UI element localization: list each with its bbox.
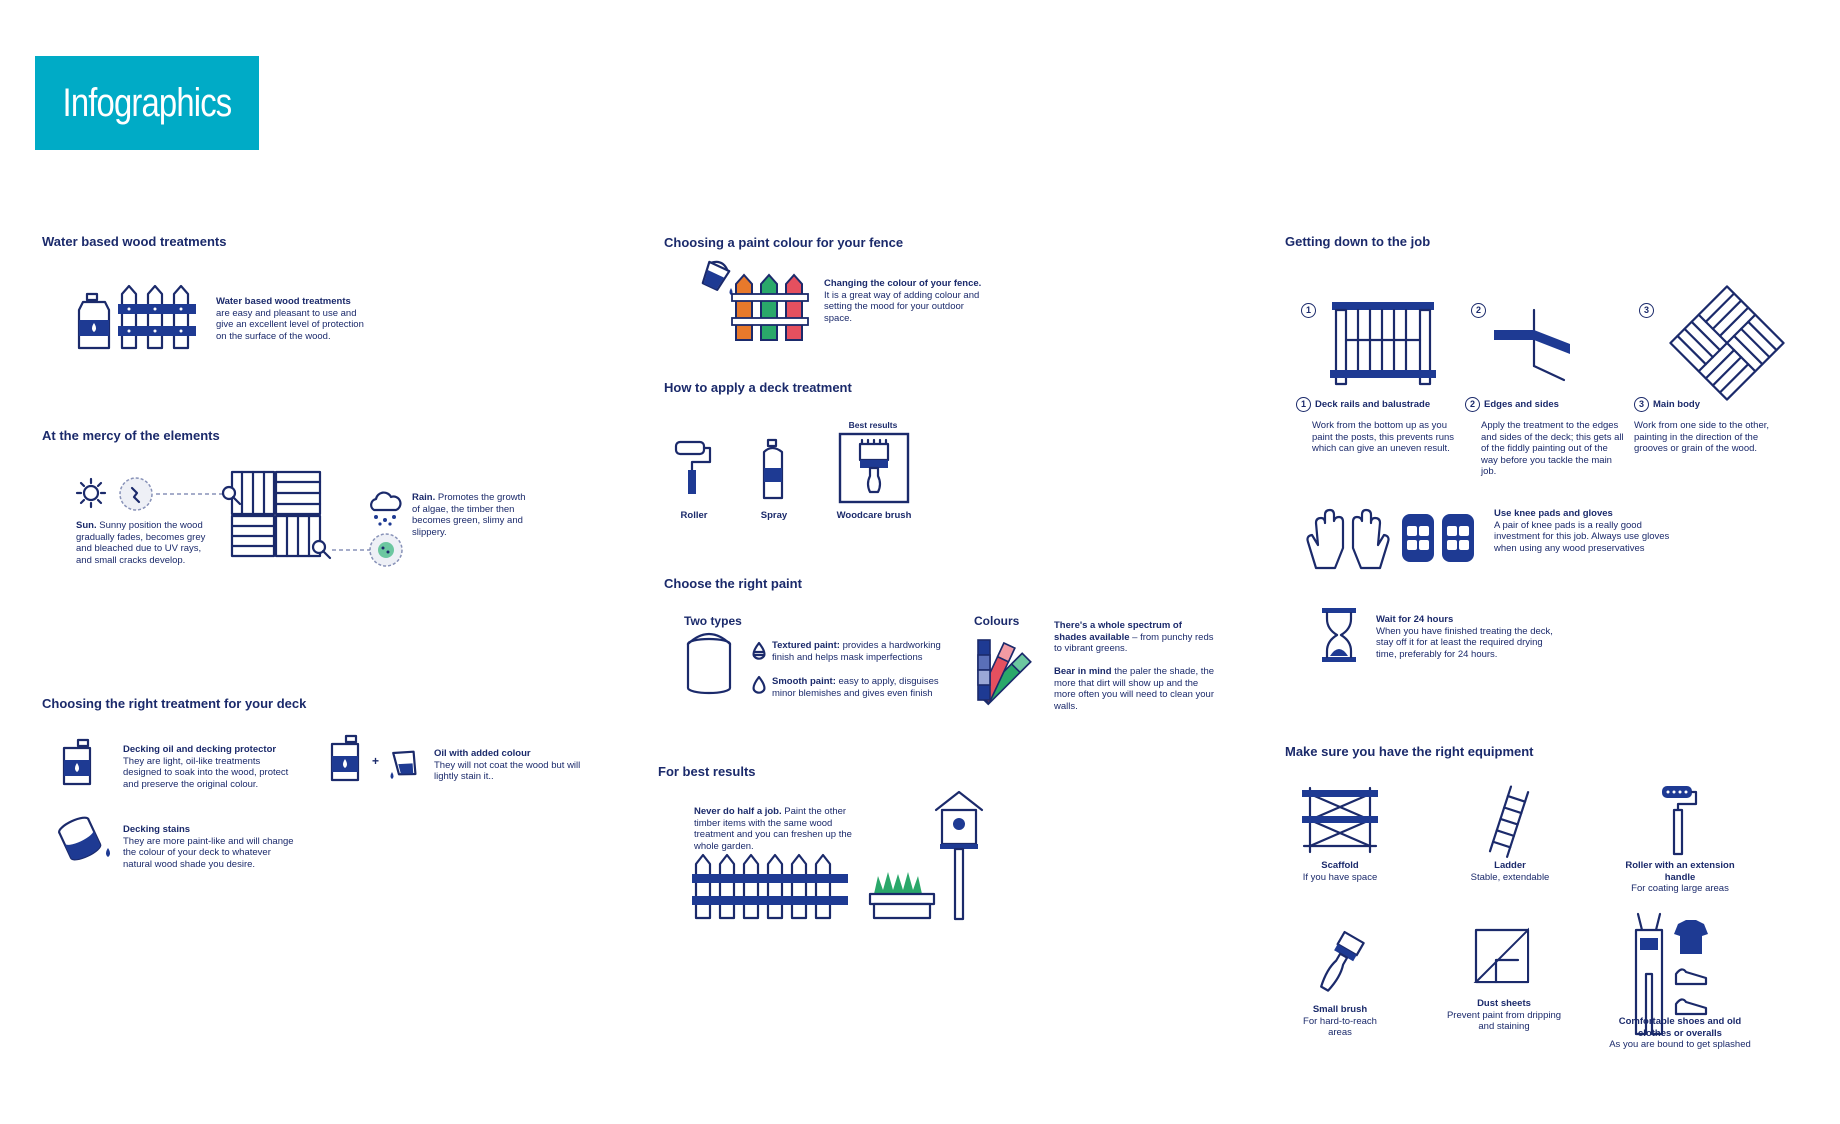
section-title-job: Getting down to the job <box>1285 234 1431 249</box>
best-desc: Never do half a job. Paint the other tim… <box>694 806 852 852</box>
section-title-best: For best results <box>658 764 756 779</box>
smooth-desc: Smooth paint: easy to apply, disguises m… <box>772 676 939 699</box>
step-2-desc: 2 Edges and sides Apply the treatment to … <box>1465 397 1625 478</box>
fence-icon <box>118 284 196 350</box>
paint-pot-pour-icon <box>701 260 733 295</box>
wait-desc: Wait for 24 hours When you have finished … <box>1376 614 1553 660</box>
dust-sheets-label: Dust sheets Prevent paint from dripping a… <box>1446 998 1562 1032</box>
section-title-treatment: Choosing the right treatment for your de… <box>42 696 307 711</box>
sun-icon <box>75 477 107 509</box>
long-fence-icon <box>692 853 848 920</box>
section-title-equipment: Make sure you have the right equipment <box>1285 744 1534 759</box>
woodcare-brush-icon <box>838 432 910 504</box>
spray-label: Spray <box>760 510 788 521</box>
balustrade-icon <box>1330 302 1436 386</box>
water-desc: Water based wood treatments are easy and… <box>216 296 364 342</box>
clothes-label: Comfortable shoes and old clothes or ove… <box>1609 1016 1751 1050</box>
birdhouse-icon <box>934 790 984 921</box>
colour-oil-desc: Oil with added colour They will not coat … <box>434 748 581 782</box>
smooth-drop-icon <box>752 675 766 694</box>
brush-label: Woodcare brush <box>836 510 912 521</box>
planter-grass-icon <box>868 872 936 920</box>
roller-icon <box>674 440 712 494</box>
colour-swatch-fan-icon <box>977 639 1032 706</box>
colourful-fence-icon <box>731 273 809 341</box>
stain-tin-icon <box>58 816 110 861</box>
magnifier-icon <box>221 485 242 506</box>
dashed-connector <box>332 549 372 551</box>
best-results-label: Best results <box>848 420 898 430</box>
sun-desc: Sun. Sunny position the wood gradually f… <box>76 520 206 566</box>
step-3-desc: 3 Main body Work from one side to the oth… <box>1634 397 1770 454</box>
ladder-icon <box>1488 785 1530 858</box>
rain-cloud-icon <box>370 491 402 526</box>
small-brush-icon <box>1320 930 1365 992</box>
textured-desc: Textured paint: provides a hardworking f… <box>772 640 941 663</box>
plus-sign: + <box>372 754 380 768</box>
roller-extension-label: Roller with an extension handle For coati… <box>1625 860 1735 894</box>
roller-label: Roller <box>680 510 708 521</box>
section-title-water: Water based wood treatments <box>42 234 227 249</box>
oil-desc: Decking oil and decking protector They ar… <box>123 744 289 790</box>
paint-pour-icon <box>390 750 417 779</box>
dust-sheet-icon <box>1473 927 1530 984</box>
jug-icon <box>77 292 111 350</box>
spectrum-desc: There's a whole spectrum of shades avail… <box>1054 620 1214 654</box>
knee-pads-icon <box>1402 514 1474 562</box>
step-1-badge: 1 <box>1301 300 1320 318</box>
extension-roller-icon <box>1662 786 1698 856</box>
fence-colour-desc: Changing the colour of your fence. It is… <box>824 278 982 324</box>
bear-in-mind-desc: Bear in mind the paler the shade, the mo… <box>1054 666 1215 712</box>
banner: Infographics <box>35 56 259 150</box>
gloves-icon <box>1306 508 1390 570</box>
knee-pads-desc: Use knee pads and gloves A pair of knee p… <box>1494 508 1670 554</box>
algae-magnified-icon <box>369 533 403 567</box>
section-title-elements: At the mercy of the elements <box>42 428 220 443</box>
banner-title: Infographics <box>62 80 233 125</box>
spray-can-icon <box>762 438 784 500</box>
rain-desc: Rain. Promotes the growth of algae, the … <box>412 492 526 538</box>
small-brush-label: Small brush For hard-to-reach areas <box>1303 1004 1377 1038</box>
two-types-label: Two types <box>684 614 742 628</box>
scaffold-icon <box>1302 786 1378 854</box>
paint-tin-icon <box>686 632 732 695</box>
section-title-apply: How to apply a deck treatment <box>664 380 852 395</box>
scaffold-label: Scaffold If you have space <box>1302 860 1378 883</box>
deck-main-body-icon <box>1669 285 1785 401</box>
deck-planks-icon <box>230 470 322 558</box>
magnifier-icon <box>311 539 332 560</box>
step-2-badge: 2 <box>1471 300 1490 318</box>
step-1-desc: 1 Deck rails and balustrade Work from the… <box>1296 397 1456 455</box>
oil-can-icon <box>62 738 92 786</box>
stain-desc: Decking stains They are more paint-like a… <box>123 824 294 870</box>
oil-can-icon <box>330 734 360 782</box>
overalls-clothes-icon <box>1634 912 1708 1036</box>
ladder-label: Ladder Stable, extendable <box>1470 860 1550 883</box>
section-title-fence-colour: Choosing a paint colour for your fence <box>664 235 904 250</box>
section-title-paint: Choose the right paint <box>664 576 802 591</box>
colours-label: Colours <box>974 614 1020 628</box>
deck-edges-icon <box>1494 308 1570 382</box>
step-3-badge: 3 <box>1639 300 1658 318</box>
crack-magnified-icon <box>119 477 153 511</box>
textured-drop-icon <box>752 641 766 660</box>
hourglass-icon <box>1322 608 1356 662</box>
